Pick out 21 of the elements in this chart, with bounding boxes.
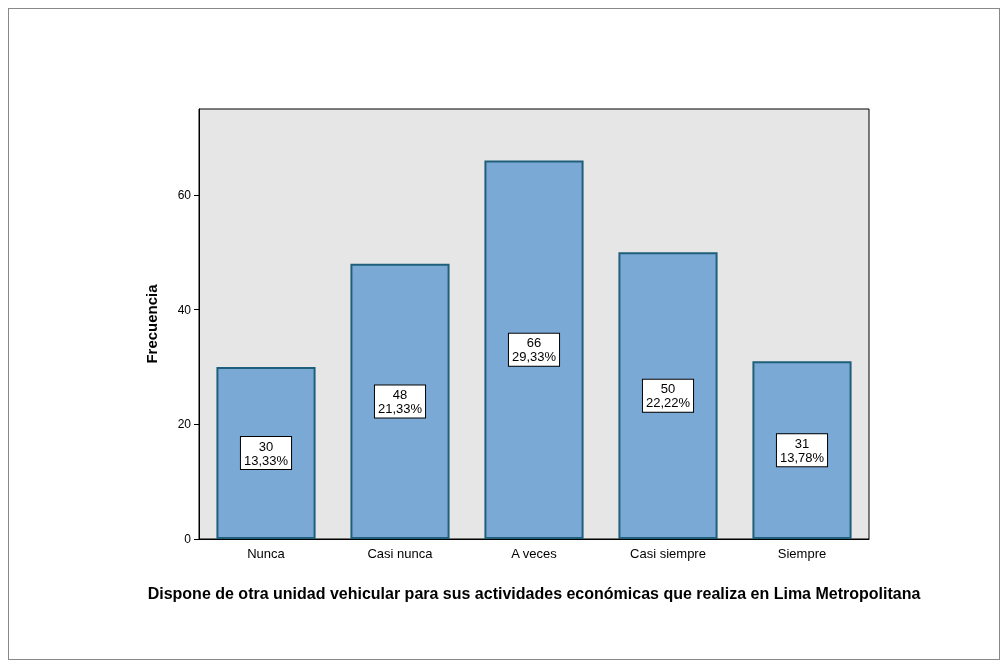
y-tick-label: 40 <box>177 302 192 317</box>
bar <box>618 252 718 539</box>
x-axis-title: Dispone de otra unidad vehicular para sus actividades económicas que realiza en Lima Metropolitana <box>147 584 921 602</box>
data-label: 30 13,33% <box>243 438 289 468</box>
bar <box>216 367 316 539</box>
data-label: 48 21,33% <box>377 386 423 416</box>
x-tick-label: Nunca <box>247 546 286 561</box>
data-label: 66 29,33% <box>511 335 557 365</box>
bar <box>752 361 852 539</box>
y-tick-label: 0 <box>184 532 192 546</box>
x-tick-label: Siempre <box>777 546 827 561</box>
x-tick-label: Casi nunca <box>367 546 434 561</box>
x-tick-label: A veces <box>511 546 558 561</box>
bar <box>350 263 450 539</box>
x-tick-label: Casi siempre <box>630 546 706 561</box>
data-label: 31 13,78% <box>779 435 825 465</box>
y-tick-label: 20 <box>177 417 192 432</box>
y-tick-label: 60 <box>177 188 192 202</box>
y-axis-title: Frecuencia <box>143 283 160 364</box>
bar <box>484 160 584 539</box>
data-label: 50 22,22% <box>645 381 691 411</box>
